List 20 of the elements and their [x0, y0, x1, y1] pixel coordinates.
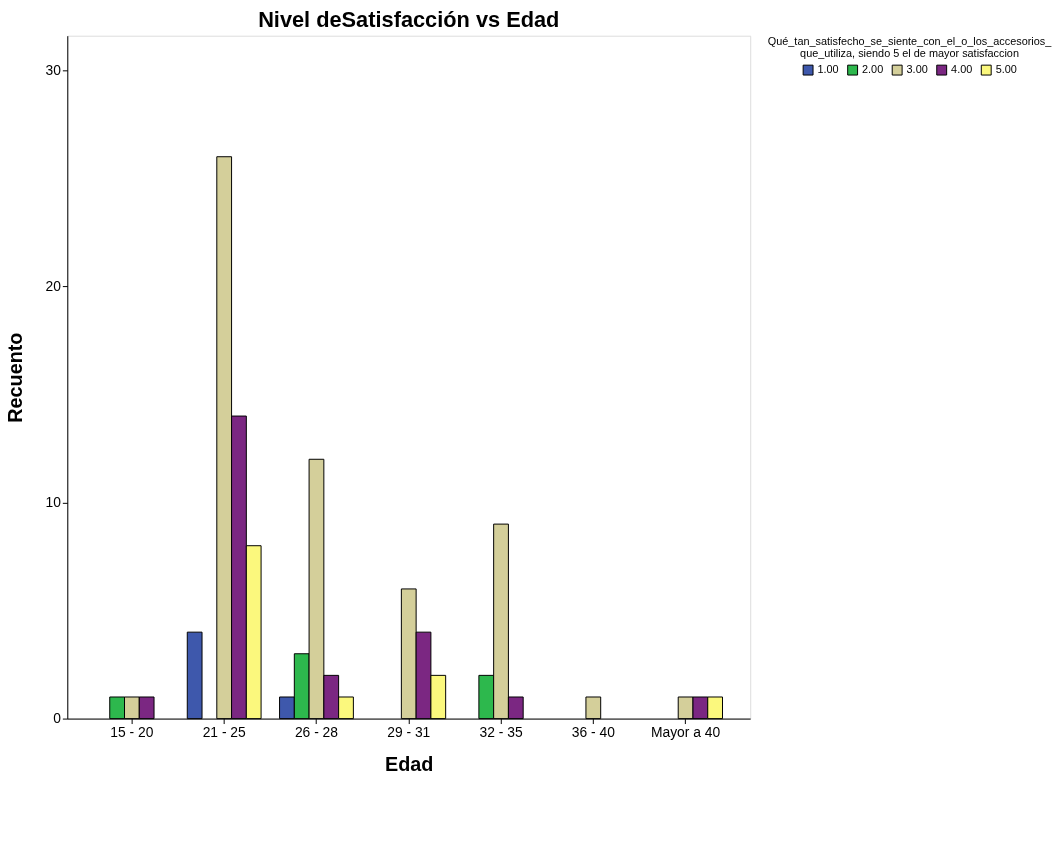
- x-tick-label: 21 - 25: [202, 723, 247, 740]
- chart-title: Nivel deSatisfacción vs Edad: [258, 6, 560, 32]
- legend-label: 5.00: [995, 63, 1017, 76]
- x-axis-title: Edad: [385, 752, 434, 775]
- legend-label: 1.00: [817, 63, 839, 76]
- legend-label: 4.00: [951, 63, 973, 76]
- y-tick-label: 10: [45, 493, 62, 510]
- y-tick-label: 0: [53, 710, 62, 727]
- legend-title: Qué_tan_satisfecho_se_siente_con_el_o_los_accesorios_que_utiliza, siendo 5 el de mayor satisfaccion: [767, 34, 1053, 60]
- x-tick-label: 29 - 31: [387, 723, 431, 740]
- x-tick-label: 36 - 40: [571, 723, 616, 740]
- x-tick-label: 26 - 28: [294, 723, 339, 740]
- x-tick-label: 32 - 35: [479, 723, 523, 740]
- y-tick-label: 20: [45, 277, 62, 294]
- legend-label: 3.00: [906, 63, 928, 76]
- legend-label: 2.00: [862, 63, 884, 76]
- y-tick-label: 30: [45, 61, 62, 78]
- x-tick-label: 15 - 20: [110, 723, 154, 740]
- x-tick-label: Mayor a 40: [650, 723, 721, 740]
- y-axis-title: Recuento: [3, 332, 26, 423]
